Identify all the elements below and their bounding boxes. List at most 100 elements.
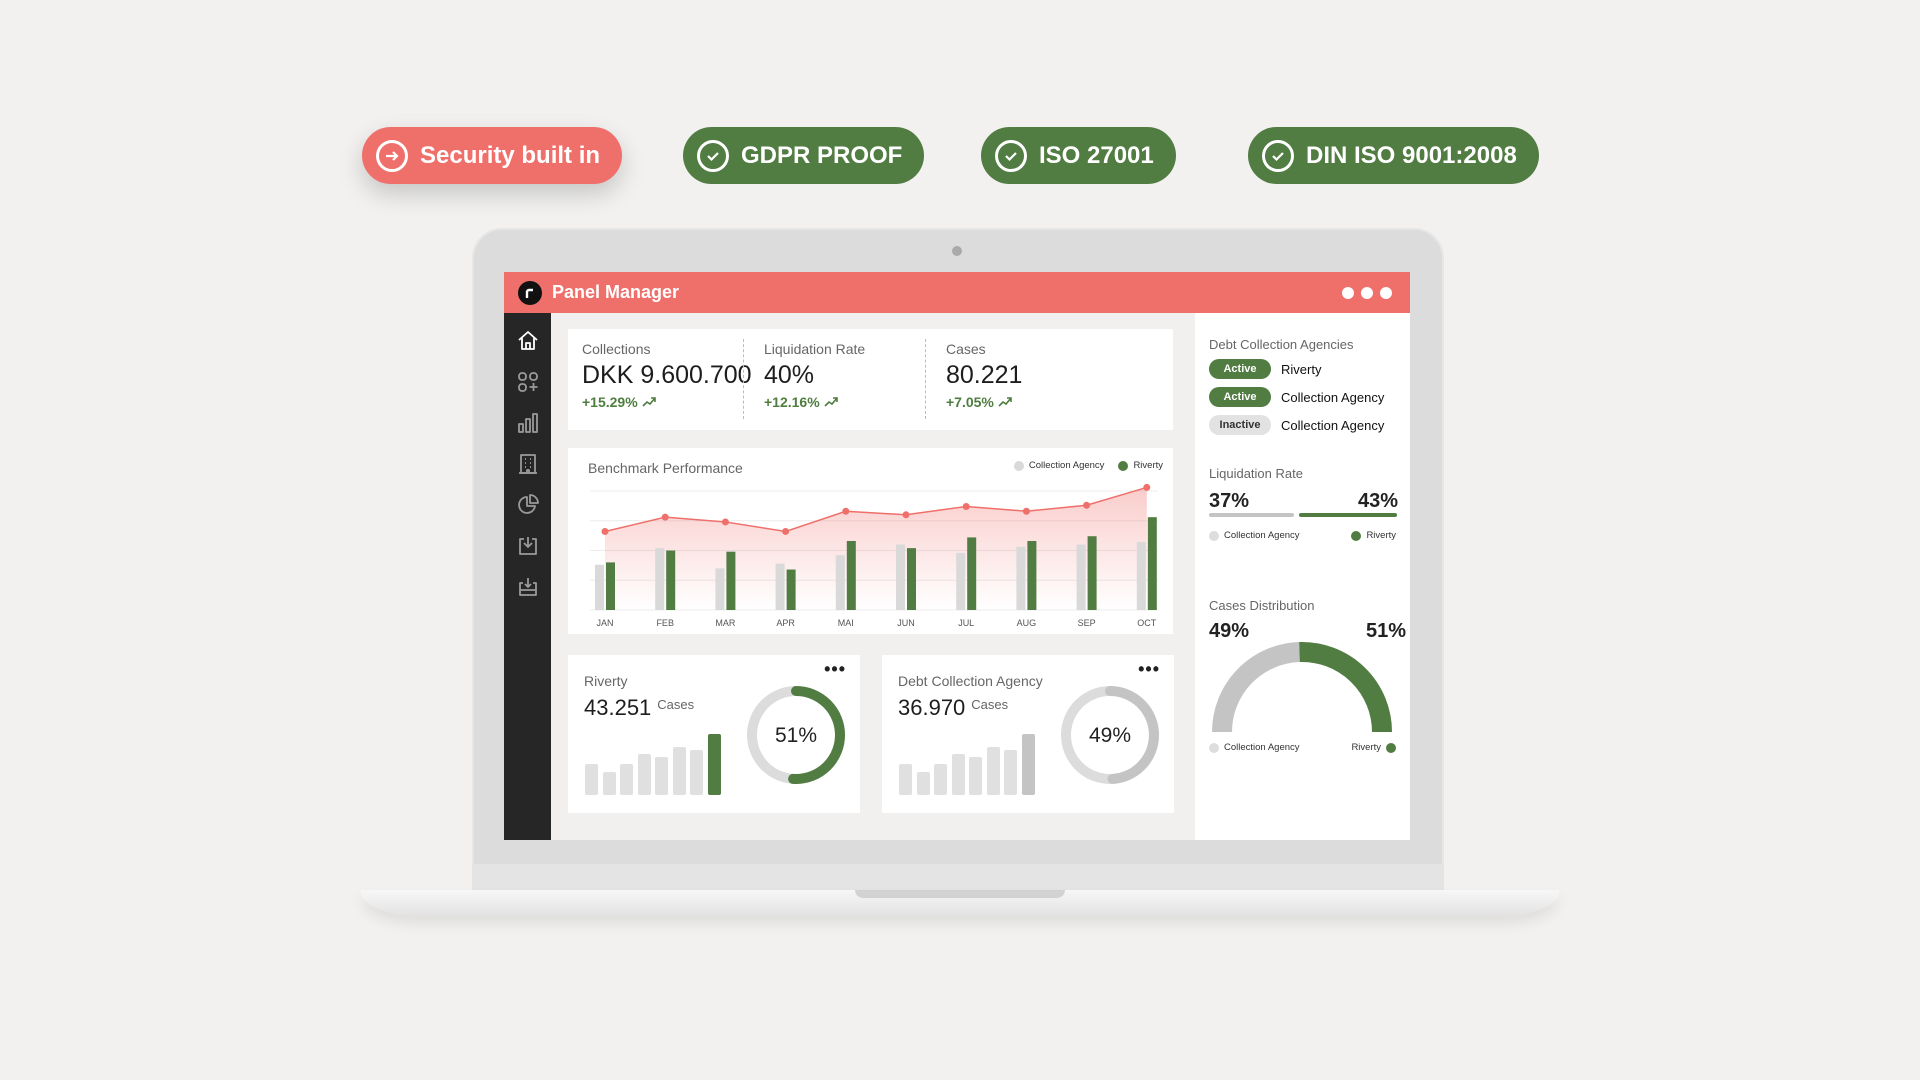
- legend-collection-agency: Collection Agency: [1209, 742, 1300, 753]
- gauge-collection-agency: [1212, 642, 1301, 733]
- card-value: 43.251: [584, 695, 652, 720]
- agency-name: Riverty: [1281, 361, 1322, 377]
- legend-riverty: Riverty: [1118, 460, 1163, 471]
- line-point: [601, 527, 609, 535]
- status-badge: Inactive: [1209, 415, 1271, 435]
- x-tick-label: JUN: [897, 618, 915, 628]
- divider: [925, 339, 926, 419]
- agencies-title: Debt Collection Agencies: [1209, 337, 1354, 352]
- bar-collection-agency: [1016, 546, 1026, 610]
- download-tray-icon[interactable]: [516, 534, 540, 558]
- bar-riverty: [967, 537, 977, 610]
- camera: [952, 246, 962, 256]
- mini-bar: [969, 757, 982, 795]
- mini-bar: [951, 754, 965, 795]
- kpi-change: +7.05%: [946, 394, 994, 410]
- mini-bar: [707, 734, 721, 795]
- donut-label: 49%: [1089, 724, 1131, 747]
- check-circle-icon: [1262, 139, 1294, 172]
- area-fill: [605, 487, 1147, 610]
- window-menu-button[interactable]: [1342, 287, 1392, 299]
- right-panel: Debt Collection Agencies Active Riverty Ac…: [1195, 313, 1410, 840]
- distribution-title: Cases Distribution: [1209, 598, 1315, 613]
- pie-chart-icon[interactable]: [516, 493, 540, 517]
- badge-0[interactable]: Security built in: [362, 127, 623, 184]
- agency-row[interactable]: Inactive Collection Agency: [1209, 415, 1384, 435]
- x-tick-label: JUL: [958, 618, 974, 628]
- logo-icon: [518, 280, 542, 305]
- x-tick-label: JAN: [596, 618, 613, 628]
- mini-bar: [637, 754, 651, 795]
- x-tick-label: MAI: [838, 618, 854, 628]
- mini-bar: [620, 764, 633, 795]
- liquidation-title: Liquidation Rate: [1209, 466, 1303, 481]
- line-point: [842, 507, 850, 515]
- liquidation-bar: [1209, 513, 1397, 517]
- badge-1: GDPR PROOF: [683, 127, 925, 184]
- kpi-change: +12.16%: [764, 394, 820, 410]
- badge-label: Security built in: [420, 141, 601, 169]
- x-tick-label: OCT: [1137, 618, 1157, 628]
- card-title: Debt Collection Agency: [898, 673, 1043, 689]
- mini-bar: [934, 764, 947, 795]
- sidebar: [504, 313, 551, 840]
- home-icon[interactable]: [516, 329, 540, 353]
- line-point: [782, 527, 790, 535]
- bar-riverty: [1147, 517, 1157, 610]
- bar-riverty: [666, 550, 676, 610]
- line-series: [604, 486, 1148, 533]
- kpi-value: DKK 9.600.700: [582, 361, 752, 389]
- agency-row[interactable]: Active Collection Agency: [1209, 387, 1384, 407]
- bar-collection-agency: [1076, 544, 1086, 610]
- bar-collection-agency: [595, 564, 604, 610]
- app-window: Panel Manager Collections DKK 9.600.700 +1…: [504, 272, 1410, 840]
- apps-add-icon[interactable]: [516, 370, 540, 394]
- legend-riverty: Riverty: [1351, 530, 1396, 541]
- summary-card: ••• Debt Collection Agency 36.970 Cases 4…: [882, 655, 1174, 813]
- card-unit: Cases: [971, 697, 1009, 712]
- status-badge: Active: [1209, 387, 1271, 407]
- line-point: [1083, 501, 1091, 509]
- building-icon[interactable]: [516, 452, 540, 476]
- benchmark-chart-card: JAN FEB MAR APR MAI JUN JUL AUG SEP OCT Benchmark…: [568, 448, 1173, 634]
- liquidation-left-value: 37%: [1209, 490, 1250, 512]
- kpi-card: Collections DKK 9.600.700 +15.29% Liquidat…: [568, 329, 1173, 430]
- mini-bar: [986, 747, 1000, 795]
- x-tick-label: AUG: [1017, 618, 1037, 628]
- title-bar: Panel Manager: [504, 272, 1410, 313]
- badge-label: GDPR PROOF: [741, 141, 903, 169]
- trend-up-icon: [998, 397, 1012, 407]
- bar-riverty: [606, 562, 615, 610]
- more-options-icon[interactable]: •••: [1138, 659, 1160, 679]
- bar-collection-agency: [775, 563, 785, 610]
- donut-chart: 49%: [1061, 686, 1159, 784]
- bar-collection-agency: [715, 568, 725, 610]
- x-tick-label: FEB: [656, 618, 674, 628]
- status-badge: Active: [1209, 359, 1271, 379]
- bar-riverty: [1027, 540, 1037, 610]
- liquidation-right-value: 43%: [1357, 490, 1398, 512]
- mini-bar: [899, 764, 912, 795]
- line-point: [661, 513, 669, 521]
- summary-card: ••• Riverty 43.251 Cases 51%: [568, 655, 860, 813]
- bar-collection-agency: [835, 555, 845, 610]
- line-point: [1022, 507, 1030, 515]
- bar-riverty: [1087, 536, 1097, 610]
- mini-bar: [585, 764, 598, 795]
- badge-label: DIN ISO 9001:2008: [1306, 141, 1517, 169]
- chart-title: Benchmark Performance: [588, 460, 743, 476]
- agency-row[interactable]: Active Riverty: [1209, 359, 1321, 379]
- kpi-value: 40%: [764, 361, 815, 389]
- bar-riverty: [786, 569, 796, 610]
- bar-collection-agency: [1136, 542, 1146, 610]
- laptop-bezel: [472, 864, 1444, 890]
- more-options-icon[interactable]: •••: [824, 659, 846, 679]
- legend-collection-agency: Collection Agency: [1209, 530, 1300, 541]
- line-point: [1143, 483, 1151, 491]
- mini-bar-chart: [585, 734, 725, 795]
- download-stack-icon[interactable]: [516, 575, 540, 599]
- divider: [743, 339, 744, 419]
- bar-riverty: [907, 548, 916, 610]
- mini-bar: [672, 747, 686, 795]
- bar-chart-icon[interactable]: [516, 411, 540, 435]
